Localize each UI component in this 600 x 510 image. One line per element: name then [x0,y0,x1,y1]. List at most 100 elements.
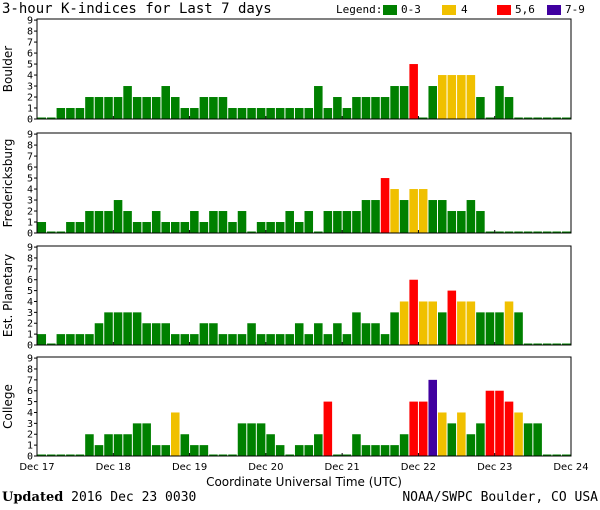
y-tick-label: 7 [27,375,33,386]
x-tick-label: Dec 19 [172,462,207,473]
legend-swatch-0-3 [383,5,397,15]
bar-fredericksburg-27 [294,222,304,233]
bar-fredericksburg-29 [314,231,323,233]
bar-boulder-27 [294,108,304,119]
bar-boulder-50 [514,117,523,119]
bar-fredericksburg-25 [275,222,285,233]
legend-swatch-4 [442,5,456,15]
bar-fredericksburg-31 [333,211,342,233]
bar-boulder-2 [56,108,66,119]
bar-college-42 [438,412,447,456]
bar-boulder-10 [132,97,142,119]
bar-fredericksburg-3 [66,222,75,233]
bar-boulder-11 [142,97,151,119]
y-tick-label: 6 [27,49,33,60]
bar-boulder-7 [104,97,113,119]
bar-fredericksburg-42 [438,200,447,233]
bar-fredericksburg-13 [161,222,170,233]
panel-label-est-planetary: Est. Planetary [1,254,15,337]
bar-boulder-12 [151,97,161,119]
bar-fredericksburg-30 [323,211,333,233]
bar-college-7 [104,434,113,456]
bar-boulder-26 [285,108,294,119]
y-tick-label: 9 [27,16,33,27]
bar-est-planetary-40 [418,301,428,345]
x-tick-label: Dec 21 [325,462,360,473]
bar-est-planetary-24 [266,334,275,345]
bar-boulder-35 [371,97,380,119]
y-tick-label: 4 [27,71,33,82]
bar-fredericksburg-11 [142,222,151,233]
y-tick-label: 6 [27,386,33,397]
y-tick-label: 0 [27,452,33,463]
bar-est-planetary-46 [476,312,485,345]
bar-college-13 [161,445,170,456]
bar-boulder-21 [237,108,247,119]
bar-est-planetary-18 [209,323,218,345]
bar-est-planetary-29 [314,323,323,345]
bar-fredericksburg-22 [247,231,256,233]
bar-est-planetary-54 [552,343,561,345]
bar-boulder-41 [428,86,437,119]
bar-fredericksburg-48 [495,231,504,233]
bar-fredericksburg-32 [342,211,352,233]
bar-fredericksburg-2 [56,231,66,233]
y-tick-label: 2 [27,93,33,104]
y-tick-label: 4 [27,297,33,308]
bar-fredericksburg-39 [409,189,418,233]
updated-label: Updated [2,490,64,505]
bar-boulder-29 [314,86,323,119]
bar-est-planetary-36 [380,334,390,345]
bar-boulder-23 [256,108,266,119]
bar-college-52 [533,423,542,456]
bar-est-planetary-45 [466,301,476,345]
y-tick-label: 0 [27,229,33,240]
y-tick-label: 9 [27,243,33,254]
y-tick-label: 2 [27,319,33,330]
bar-college-16 [190,445,199,456]
panel-frame [36,132,572,234]
bar-boulder-38 [399,86,409,119]
bar-college-47 [485,390,495,456]
legend-item-4: 4 [461,3,468,16]
bar-fredericksburg-15 [180,222,190,233]
bar-est-planetary-49 [504,301,514,345]
bar-college-53 [542,454,552,456]
bar-boulder-6 [94,97,104,119]
bar-fredericksburg-6 [94,211,104,233]
bar-est-planetary-19 [218,334,228,345]
bar-college-6 [94,445,104,456]
updated-value: 2016 Dec 23 0030 [71,490,197,505]
panel-label-college: College [1,384,15,429]
bar-college-54 [552,454,561,456]
bar-boulder-19 [218,97,228,119]
bar-fredericksburg-7 [104,211,113,233]
bar-fredericksburg-51 [523,231,533,233]
x-tick-label: Dec 17 [19,462,54,473]
bar-fredericksburg-38 [399,200,409,233]
panel-label-fredericksburg: Fredericksburg [1,139,15,228]
bar-est-planetary-48 [495,312,504,345]
bar-est-planetary-47 [485,312,495,345]
bar-boulder-22 [247,108,256,119]
legend-item-0-3: 0-3 [401,3,421,16]
panel-frame [36,18,572,120]
y-tick-label: 1 [27,104,33,115]
bar-college-8 [113,434,123,456]
y-tick-label: 5 [27,174,33,185]
bar-college-20 [228,454,237,456]
y-tick-label: 1 [27,441,33,452]
bar-college-15 [180,434,190,456]
y-tick-label: 5 [27,60,33,71]
bar-fredericksburg-50 [514,231,523,233]
bar-college-30 [323,401,333,456]
bar-fredericksburg-44 [457,211,466,233]
bar-est-planetary-13 [161,323,170,345]
bar-fredericksburg-47 [485,231,495,233]
bar-college-26 [285,454,294,456]
bar-fredericksburg-14 [171,222,180,233]
bar-boulder-14 [171,97,180,119]
bar-college-31 [333,454,342,456]
bar-college-5 [85,434,94,456]
bar-college-35 [371,445,380,456]
